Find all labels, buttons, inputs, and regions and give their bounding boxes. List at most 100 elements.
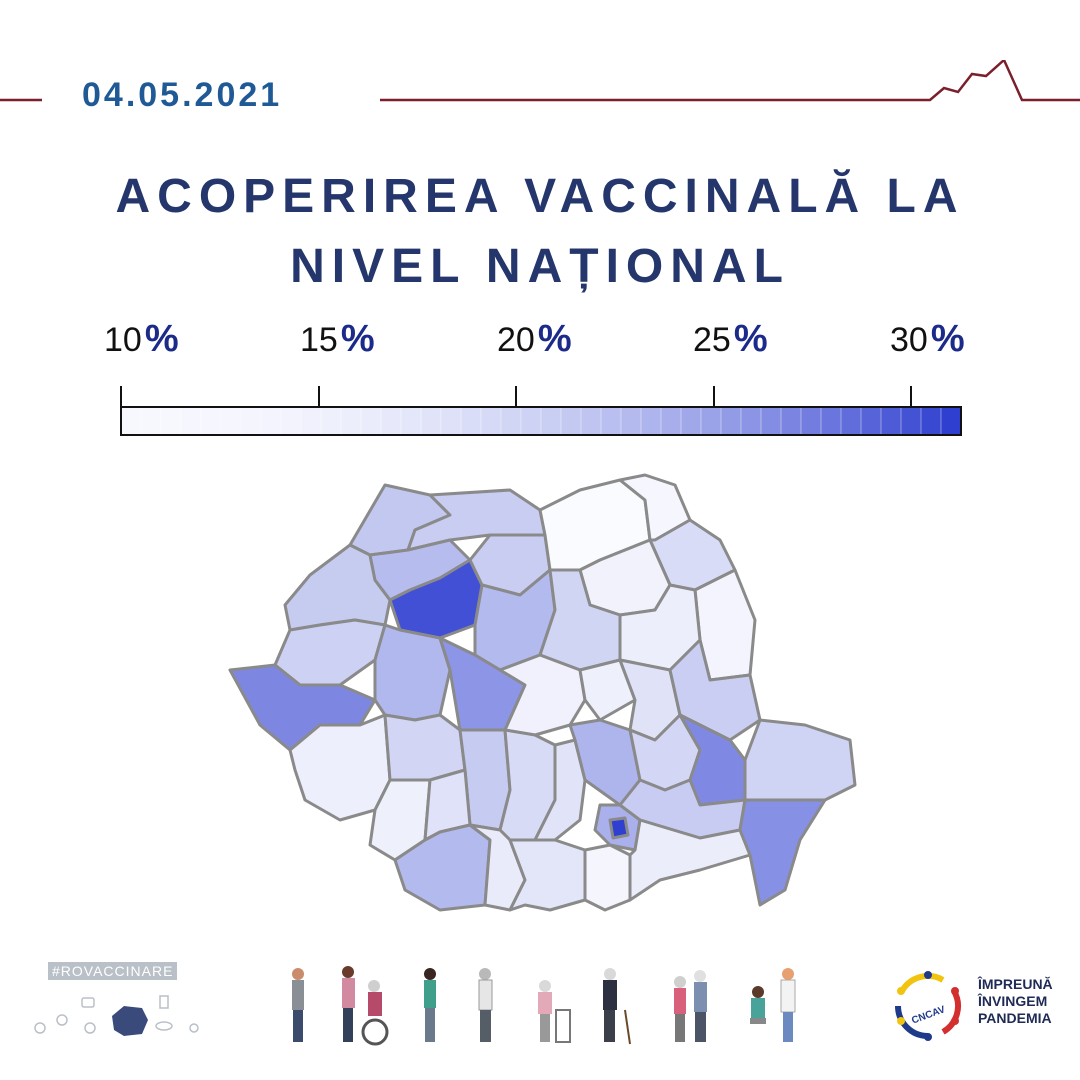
people-queue-illustration [292, 966, 796, 1046]
county-arad [273, 618, 387, 687]
legend-cell [920, 406, 942, 436]
mask-icon [155, 1021, 173, 1031]
legend-cell [540, 406, 562, 436]
people-icon [189, 1023, 199, 1033]
legend-cell [620, 406, 642, 436]
legend-cell [160, 406, 182, 436]
legend-frame [120, 406, 962, 436]
legend-tick-15: 15% [300, 318, 375, 361]
tick-unit: % [144, 318, 179, 360]
romania-outline-icon [112, 1006, 148, 1036]
legend-cell [140, 406, 162, 436]
legend-cell [320, 406, 342, 436]
legend-cell [400, 406, 422, 436]
legend-tick-10: 10% [104, 318, 179, 361]
header-pulse-line [0, 60, 1080, 102]
county-constanta [738, 798, 827, 907]
legend-color-scale [120, 386, 962, 436]
legend-cell [600, 406, 622, 436]
legend-cell [280, 406, 302, 436]
legend-tick-30: 30% [890, 318, 965, 361]
tick-unit: % [930, 318, 965, 360]
county-timis [228, 663, 377, 752]
elderly-couple-icon [674, 970, 707, 1042]
county-alba [373, 623, 452, 722]
legend-cell [520, 406, 542, 436]
county-calarasi [628, 818, 752, 902]
legend-cell [800, 406, 822, 436]
legend-cell [420, 406, 442, 436]
page-title: ACOPERIREA VACCINALĂ LA NIVEL NAȚIONAL [0, 162, 1080, 302]
virus-icon [34, 1022, 46, 1034]
legend-cell [180, 406, 202, 436]
person-icon [292, 968, 304, 1042]
legend-cell [700, 406, 722, 436]
legend-cell [580, 406, 602, 436]
tick-unit: % [733, 318, 768, 360]
legend-tick-20: 20% [497, 318, 572, 361]
legend-cell [340, 406, 362, 436]
county-covasna [578, 658, 637, 722]
tick-value: 10 [104, 321, 142, 359]
heart-icon [56, 1014, 68, 1026]
legend-cell [500, 406, 522, 436]
title-line-2: NIVEL NAȚIONAL [290, 240, 790, 293]
legend-cell [300, 406, 322, 436]
legend-cell [460, 406, 482, 436]
legend-cell [200, 406, 222, 436]
tick-unit: % [537, 318, 572, 360]
tick-value: 25 [693, 321, 731, 359]
legend-cell [860, 406, 882, 436]
county-giurgiu [583, 843, 632, 912]
person-with-wheelchair-icon [342, 966, 389, 1046]
legend-cell [120, 406, 142, 436]
legend-tick-marks [120, 386, 912, 407]
legend-cell [820, 406, 842, 436]
person-icon [424, 968, 436, 1042]
legend-cell [240, 406, 262, 436]
legend-cell [560, 406, 582, 436]
elderly-with-walker-icon [538, 980, 571, 1043]
person-icon [478, 968, 493, 1042]
legend-tick-25: 25% [693, 318, 768, 361]
elderly-with-cane-icon [603, 968, 631, 1045]
date-label: 04.05.2021 [82, 76, 283, 114]
legend-cell [480, 406, 502, 436]
romania-map [228, 473, 857, 912]
county-hunedoara [383, 713, 467, 782]
county-tulcea [743, 718, 857, 802]
legend-cell [720, 406, 742, 436]
legend-cell [640, 406, 662, 436]
clipboard-icon [159, 995, 169, 1009]
legend-cell [780, 406, 802, 436]
slogan: ÎMPREUNĂ ÎNVINGEM PANDEMIA [978, 976, 1053, 1027]
legend-cell [840, 406, 862, 436]
tick-value: 30 [890, 321, 928, 359]
camera-icon [81, 997, 95, 1008]
legend-cell [740, 406, 762, 436]
legend-cell [360, 406, 382, 436]
county-bucuresti [608, 816, 630, 840]
legend-cell [220, 406, 242, 436]
legend-cell [380, 406, 402, 436]
legend-cell [440, 406, 462, 436]
slogan-line-1: ÎMPREUNĂ [978, 976, 1053, 992]
slogan-line-3: PANDEMIA [978, 1010, 1052, 1026]
legend-cell [660, 406, 682, 436]
vaccination-scene-icon [750, 968, 796, 1042]
legend-cell [760, 406, 782, 436]
legend-cell [880, 406, 902, 436]
rovaccinare-icon-collage [34, 995, 199, 1036]
tick-value: 15 [300, 321, 338, 359]
tick-unit: % [340, 318, 375, 360]
legend-cell [680, 406, 702, 436]
legend-cell [900, 406, 922, 436]
legend-gradient-cells [120, 406, 962, 436]
hashtag-label: #ROVACCINARE [48, 962, 178, 980]
molecule-icon [84, 1022, 96, 1034]
legend-cell [260, 406, 282, 436]
cncav-logo: CNCAV [895, 971, 961, 1041]
logo-text: CNCAV [910, 1004, 947, 1026]
tick-value: 20 [497, 321, 535, 359]
legend-cell [940, 406, 962, 436]
